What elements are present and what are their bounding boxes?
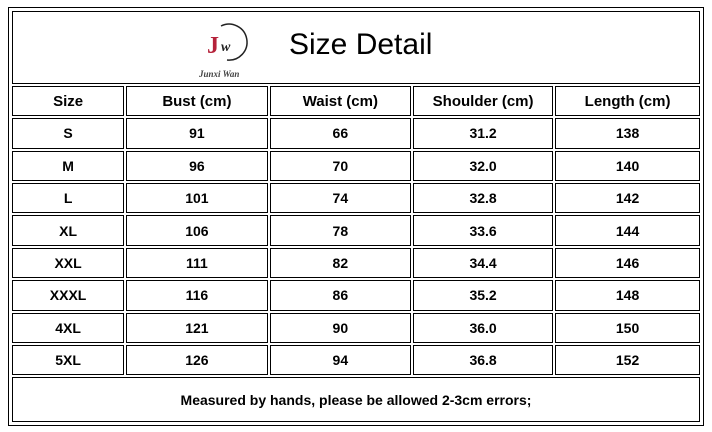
table-cell: 106 <box>126 215 268 246</box>
table-row: XXXL 116 86 35.2 148 <box>12 280 700 311</box>
table-cell: XL <box>12 215 125 246</box>
column-header-waist: Waist (cm) <box>269 85 412 117</box>
title-row: J w Junxi Wan Size Detail <box>12 11 700 84</box>
table-cell: 144 <box>555 215 700 246</box>
table-cell: 35.2 <box>413 280 554 311</box>
table-cell: 90 <box>269 312 412 343</box>
table-row: L 101 74 32.8 142 <box>12 183 700 214</box>
svg-text:w: w <box>221 40 231 55</box>
table-row: M 96 70 32.0 140 <box>12 150 700 182</box>
table-cell: 121 <box>126 312 268 343</box>
table-cell: 138 <box>555 118 700 149</box>
table-cell: 101 <box>126 183 268 214</box>
table-cell: 36.8 <box>413 344 554 376</box>
table-cell: 86 <box>269 280 412 311</box>
table-cell: 148 <box>555 280 700 311</box>
table-cell: 36.0 <box>413 312 554 343</box>
table-cell: 74 <box>269 183 412 214</box>
table-cell: XXXL <box>12 280 125 311</box>
brand-logo: J w Junxi Wan <box>198 23 248 79</box>
table-cell: 116 <box>126 280 268 311</box>
table-row: 4XL 121 90 36.0 150 <box>12 312 700 343</box>
table-row: XXL 111 82 34.4 146 <box>12 247 700 279</box>
table-cell: 91 <box>126 118 268 149</box>
size-chart: J w Junxi Wan Size Detail Size Bust (cm)… <box>8 7 704 426</box>
table-cell: 82 <box>269 247 412 279</box>
table-cell: M <box>12 150 125 182</box>
table-cell: 32.0 <box>413 150 554 182</box>
column-header-size: Size <box>12 85 125 117</box>
table-cell: 5XL <box>12 344 125 376</box>
table-cell: 4XL <box>12 312 125 343</box>
table-cell: 66 <box>269 118 412 149</box>
table-cell: 111 <box>126 247 268 279</box>
table-cell: 94 <box>269 344 412 376</box>
svg-text:J: J <box>207 33 219 59</box>
size-table: J w Junxi Wan Size Detail Size Bust (cm)… <box>10 9 702 424</box>
table-cell: L <box>12 183 125 214</box>
table-cell: 140 <box>555 150 700 182</box>
header-row: Size Bust (cm) Waist (cm) Shoulder (cm) … <box>12 85 700 117</box>
column-header-shoulder: Shoulder (cm) <box>413 85 554 117</box>
table-cell: 152 <box>555 344 700 376</box>
table-cell: 142 <box>555 183 700 214</box>
table-cell: XXL <box>12 247 125 279</box>
table-cell: S <box>12 118 125 149</box>
table-cell: 126 <box>126 344 268 376</box>
table-cell: 96 <box>126 150 268 182</box>
table-row: XL 106 78 33.6 144 <box>12 215 700 246</box>
table-cell: 146 <box>555 247 700 279</box>
footer-note: Measured by hands, please be allowed 2-3… <box>12 377 700 422</box>
table-cell: 32.8 <box>413 183 554 214</box>
table-row: S 91 66 31.2 138 <box>12 118 700 149</box>
table-cell: 70 <box>269 150 412 182</box>
svg-text:Junxi Wan: Junxi Wan <box>198 69 239 79</box>
column-header-length: Length (cm) <box>555 85 700 117</box>
table-cell: 150 <box>555 312 700 343</box>
column-header-bust: Bust (cm) <box>126 85 268 117</box>
table-row: 5XL 126 94 36.8 152 <box>12 344 700 376</box>
table-cell: 31.2 <box>413 118 554 149</box>
table-cell: 33.6 <box>413 215 554 246</box>
table-cell: 34.4 <box>413 247 554 279</box>
page-title: Size Detail <box>289 28 433 61</box>
table-cell: 78 <box>269 215 412 246</box>
